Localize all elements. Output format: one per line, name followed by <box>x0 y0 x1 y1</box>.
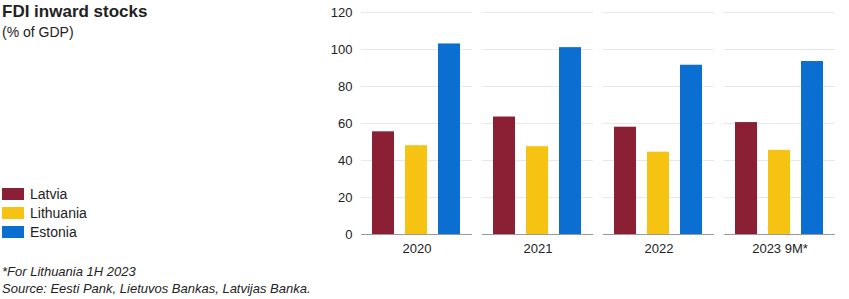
svg-text:2022: 2022 <box>645 241 674 256</box>
svg-text:120: 120 <box>331 5 353 20</box>
html-text:Estonia: Estonia <box>30 223 77 240</box>
svg-text:2021: 2021 <box>524 241 553 256</box>
svg-text:40: 40 <box>338 153 352 168</box>
svg-text:100: 100 <box>331 42 353 57</box>
html-text:(% of GDP): (% of GDP) <box>2 24 74 40</box>
svg-text:80: 80 <box>338 79 352 94</box>
svg-text:2023 9M*: 2023 9M* <box>752 241 808 256</box>
html-text:*For Lithuania 1H 2023: *For Lithuania 1H 2023 <box>2 264 136 279</box>
svg-text:60: 60 <box>338 116 352 131</box>
svg-text:2020: 2020 <box>403 241 432 256</box>
html-text:Latvia: Latvia <box>30 185 68 202</box>
svg-text:20: 20 <box>338 190 352 205</box>
svg-text:0: 0 <box>345 227 352 242</box>
html-text:Source: Eesti Pank, Lietuvos B: Source: Eesti Pank, Lietuvos Bankas, Lat… <box>2 281 311 296</box>
html-text:FDI inward stocks: FDI inward stocks <box>2 2 148 21</box>
html-text:Lithuania: Lithuania <box>30 204 87 221</box>
